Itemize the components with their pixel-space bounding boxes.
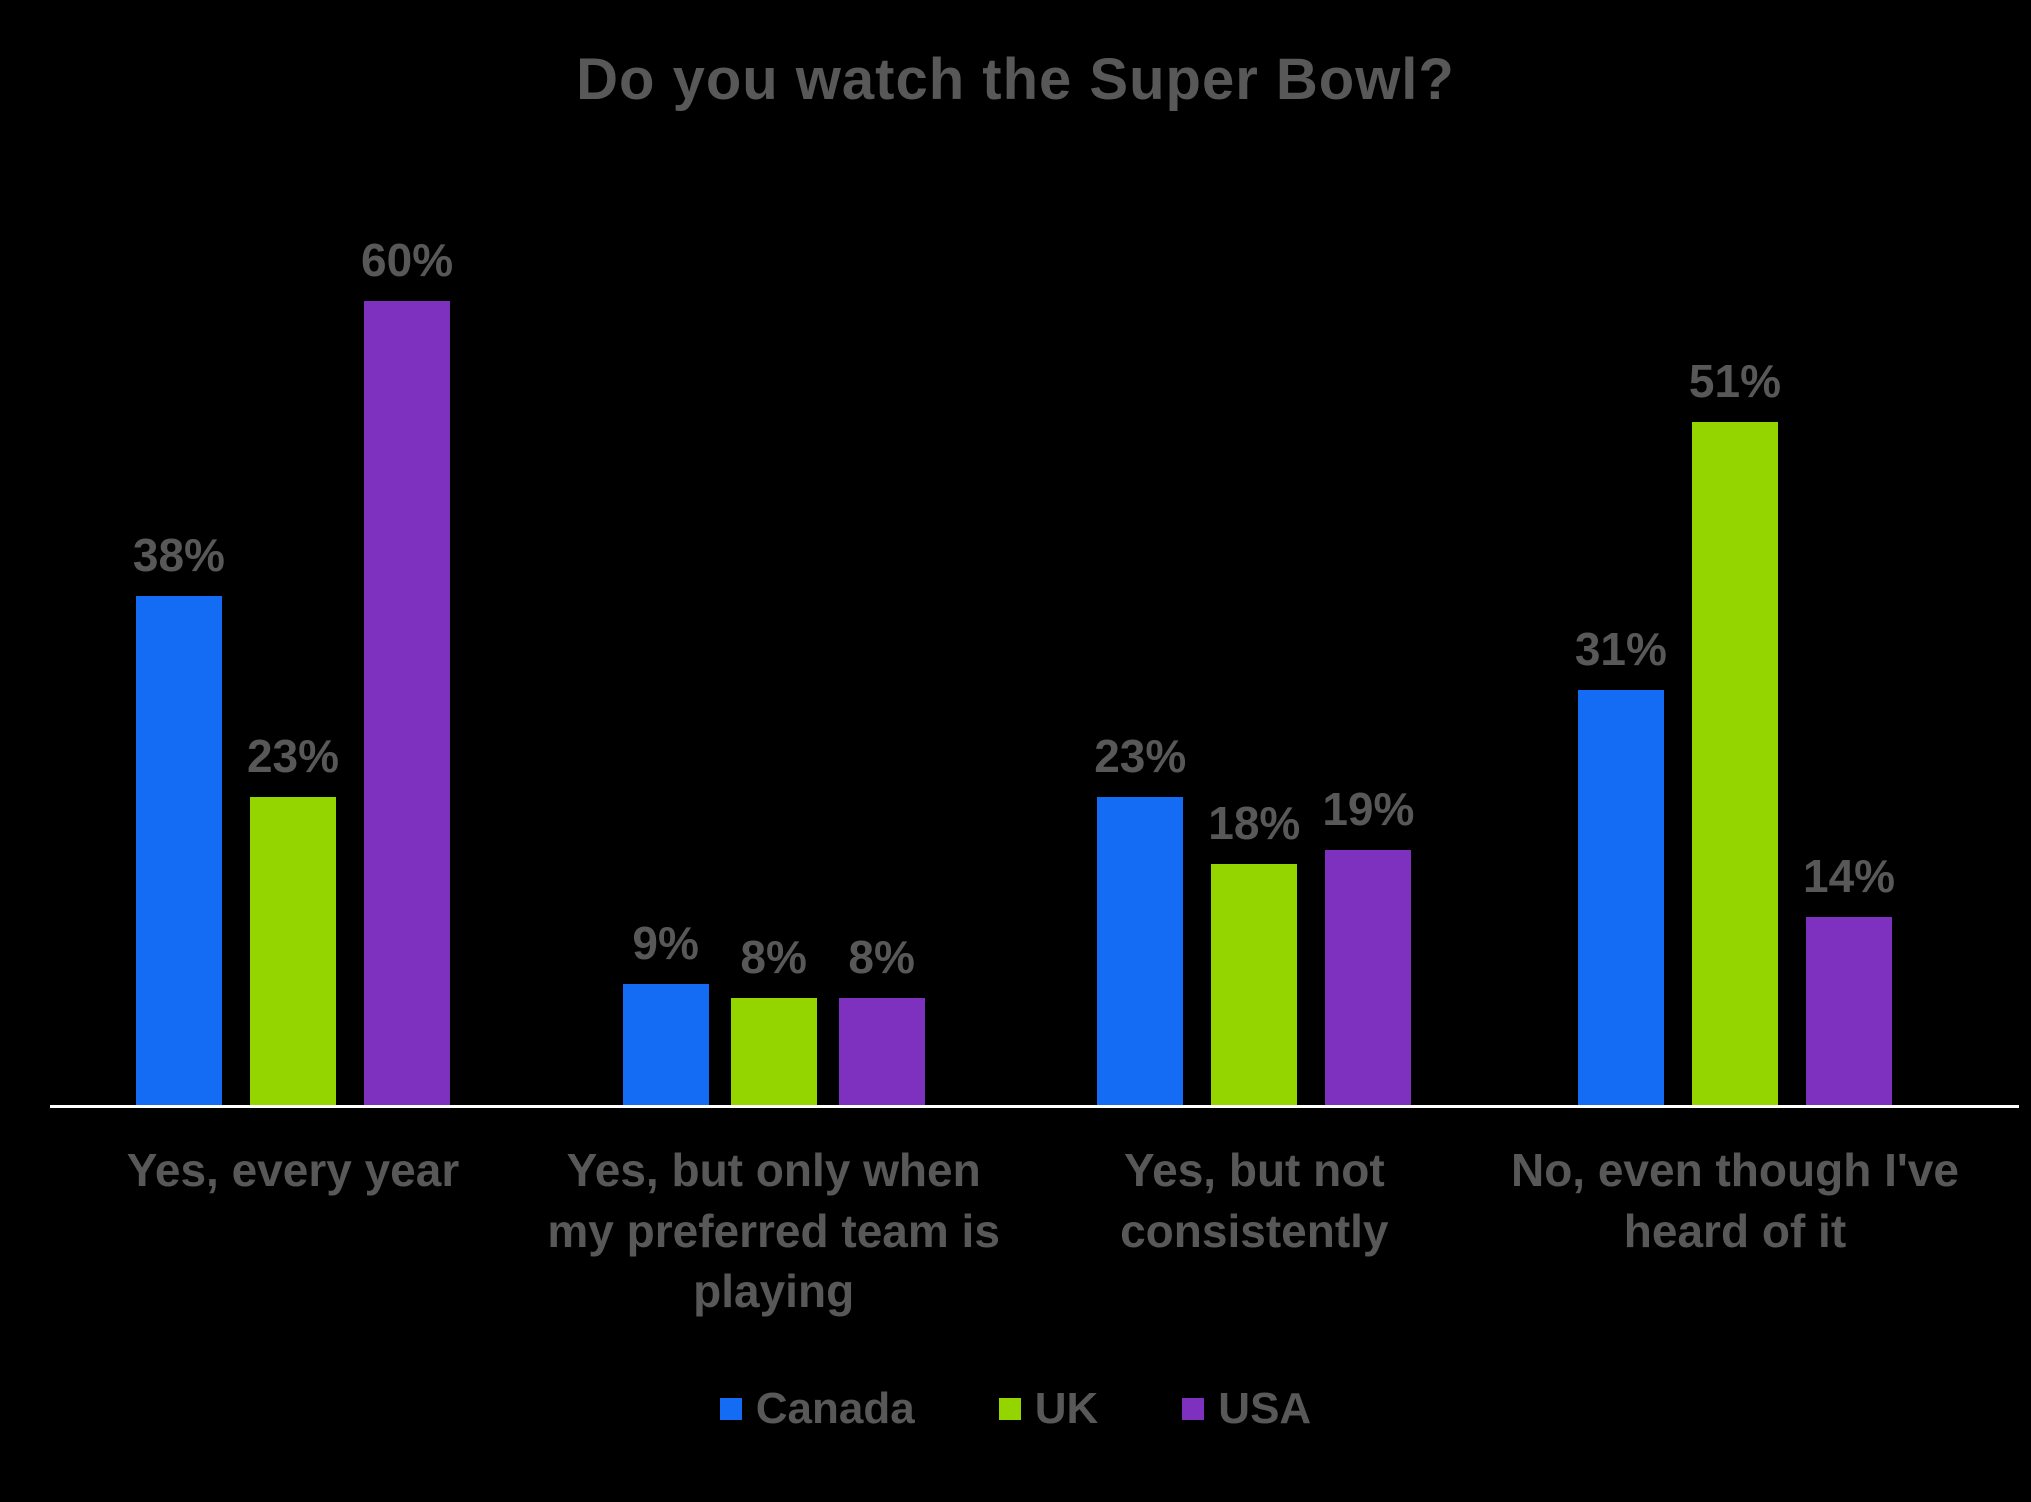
chart-title: Do you watch the Super Bowl? <box>576 47 1455 112</box>
bar-usa <box>1806 917 1893 1105</box>
legend: Canada UK USA <box>0 1384 2031 1434</box>
bar-column-usa: 8% <box>838 930 925 1105</box>
bar-value-label: 38% <box>132 529 225 581</box>
bar-canada <box>1577 690 1664 1105</box>
bar-value-label: 18% <box>1208 797 1301 849</box>
bar-column-canada: 23% <box>1094 729 1186 1105</box>
bar-column-usa: 14% <box>1803 849 1895 1105</box>
legend-label: UK <box>1034 1384 1099 1434</box>
bar-uk <box>249 797 336 1105</box>
bar-column-usa: 60% <box>361 233 453 1105</box>
legend-swatch-icon <box>719 1398 742 1421</box>
bar-value-label: 51% <box>1688 355 1781 407</box>
category-label: Yes, but only when my preferred team is … <box>547 1144 1000 1318</box>
x-axis-line <box>50 1105 2019 1108</box>
legend-label: Canada <box>755 1384 915 1434</box>
category-labels-row: Yes, every year Yes, but only when my pre… <box>0 1140 2031 1322</box>
bar-uk <box>1691 422 1778 1105</box>
legend-swatch-icon <box>998 1398 1021 1421</box>
legend-item-usa: USA <box>1182 1384 1311 1434</box>
legend-label: USA <box>1218 1384 1312 1434</box>
bar-column-uk: 18% <box>1208 796 1300 1105</box>
bar-group: 38% 23% 60% <box>63 233 523 1105</box>
bar-chart-plot-area: 38% 23% 60% 9% 8% 8% 23% 18% 19% 31% 51% 14% <box>0 233 2031 1105</box>
bar-usa <box>1325 850 1412 1105</box>
bar-group: 9% 8% 8% <box>544 916 1004 1105</box>
bar-value-label: 9% <box>632 917 699 969</box>
category-label: No, even though I've heard of it <box>1510 1144 1959 1257</box>
bar-column-canada: 9% <box>622 916 709 1105</box>
bar-value-label: 31% <box>1574 623 1667 675</box>
category-label: Yes, every year <box>126 1144 460 1196</box>
bar-usa <box>838 998 925 1105</box>
bar-value-label: 8% <box>740 931 807 983</box>
bar-value-label: 23% <box>1094 730 1187 782</box>
bar-column-usa: 19% <box>1322 782 1414 1105</box>
bar-column-uk: 23% <box>247 729 339 1105</box>
bar-canada <box>1097 797 1184 1105</box>
bar-uk <box>1211 864 1298 1105</box>
bar-group: 23% 18% 19% <box>1024 729 1484 1105</box>
legend-item-canada: Canada <box>719 1384 915 1434</box>
bar-column-uk: 51% <box>1689 354 1781 1105</box>
legend-item-uk: UK <box>998 1384 1099 1434</box>
category-label: Yes, but not consistently <box>1120 1144 1389 1257</box>
bar-column-uk: 8% <box>730 930 817 1105</box>
bar-usa <box>364 301 451 1105</box>
bar-value-label: 60% <box>361 234 454 286</box>
bar-value-label: 19% <box>1322 783 1415 835</box>
bar-value-label: 23% <box>246 730 340 782</box>
bar-value-label: 14% <box>1803 850 1896 902</box>
bar-uk <box>730 998 817 1105</box>
bar-group: 31% 51% 14% <box>1505 354 1965 1105</box>
bar-column-canada: 38% <box>133 528 225 1105</box>
bar-value-label: 8% <box>848 931 915 983</box>
bar-canada <box>622 984 709 1105</box>
legend-swatch-icon <box>1182 1398 1205 1421</box>
bar-canada <box>135 596 222 1105</box>
bar-column-canada: 31% <box>1575 622 1667 1105</box>
